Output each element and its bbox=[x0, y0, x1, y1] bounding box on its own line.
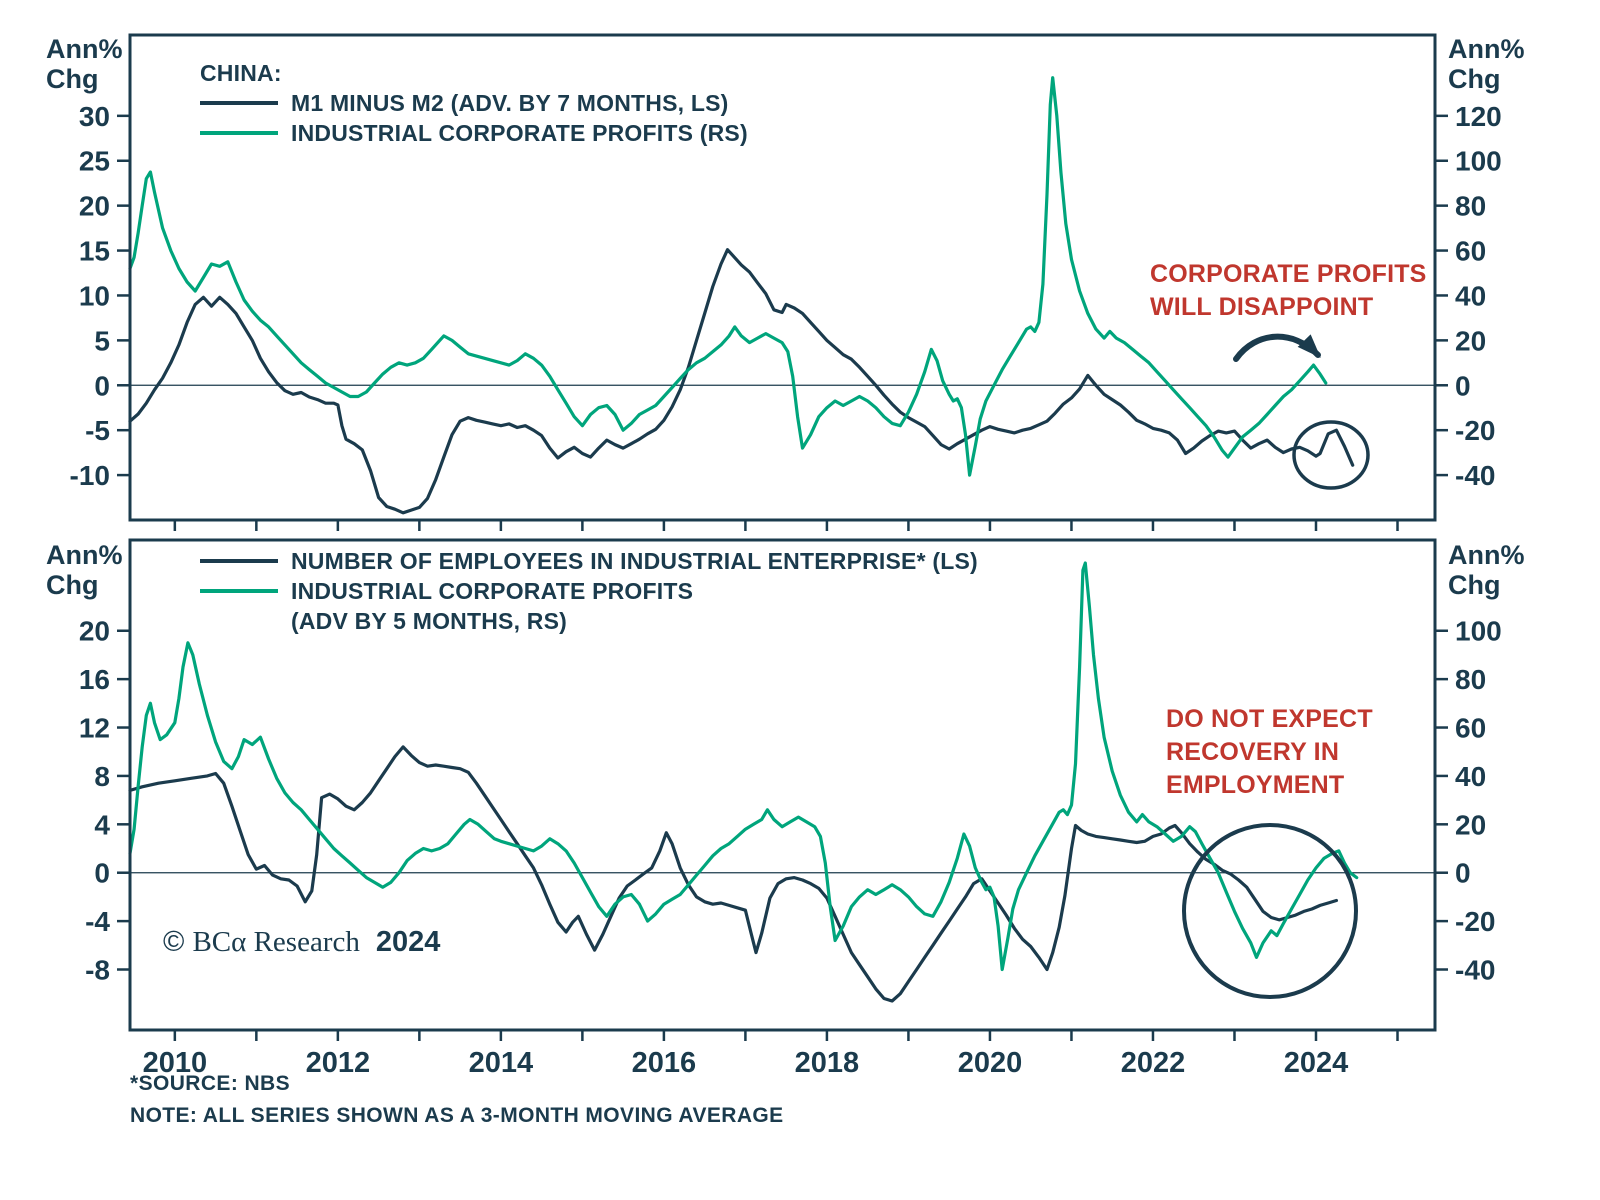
left-axis-unit-bottom: Ann% Chg bbox=[46, 540, 123, 601]
right-axis-tick-label: 0 bbox=[1455, 370, 1471, 401]
right-axis-unit-bottom: Ann% Chg bbox=[1448, 540, 1525, 601]
panel-border bbox=[128, 33, 1437, 522]
legend-label: NUMBER OF EMPLOYEES IN INDUSTRIAL ENTERP… bbox=[291, 547, 978, 574]
left-axis-tick-label: 16 bbox=[79, 664, 110, 695]
navy-line-swatch bbox=[200, 559, 278, 563]
green-line-swatch bbox=[200, 589, 278, 593]
right-axis-tick-label: 40 bbox=[1455, 761, 1486, 792]
left-axis-tick-label: 20 bbox=[79, 616, 110, 647]
left-axis-tick-label: 15 bbox=[79, 236, 110, 267]
left-axis-tick-label: -4 bbox=[85, 906, 110, 937]
right-axis-tick-label: -20 bbox=[1455, 906, 1495, 937]
annotation-corporate-profits: CORPORATE PROFITS WILL DISAPPOINT bbox=[1150, 260, 1427, 321]
footnote: *SOURCE: NBS NOTE: ALL SERIES SHOWN AS A… bbox=[130, 1068, 784, 1131]
x-axis-year-label: 2018 bbox=[795, 1047, 860, 1079]
left-axis-tick-label: 8 bbox=[94, 761, 110, 792]
annotation-arrow bbox=[1233, 333, 1321, 362]
copyright: © BCα Research 2024 bbox=[163, 926, 440, 959]
source-note: *SOURCE: NBS bbox=[130, 1072, 290, 1095]
legend-label-continued: (ADV BY 5 MONTHS, RS) bbox=[291, 607, 567, 634]
x-axis-year-label: 2020 bbox=[958, 1047, 1023, 1079]
left-axis-tick-label: 30 bbox=[79, 101, 110, 132]
legend-label: M1 MINUS M2 (ADV. BY 7 MONTHS, LS) bbox=[291, 89, 729, 116]
x-axis-year-label: 2016 bbox=[632, 1047, 697, 1079]
copyright-year: 2024 bbox=[375, 926, 441, 958]
navy-line-swatch bbox=[200, 101, 278, 105]
copyright-symbol: © bbox=[163, 926, 185, 958]
employees-line bbox=[128, 745, 1338, 1003]
legend-label: INDUSTRIAL CORPORATE PROFITS (RS) bbox=[291, 119, 748, 146]
left-axis-tick-label: -5 bbox=[85, 415, 110, 446]
annotation-circle-bottom bbox=[1182, 823, 1358, 999]
annotation-employment: DO NOT EXPECT RECOVERY IN EMPLOYMENT bbox=[1166, 705, 1373, 799]
left-axis-unit-top: Ann% Chg bbox=[46, 34, 123, 95]
left-axis-tick-label: 25 bbox=[79, 146, 110, 177]
legend-item-industrial-profits: INDUSTRIAL CORPORATE PROFITS (RS) bbox=[200, 118, 748, 148]
left-axis-tick-label: 0 bbox=[94, 858, 110, 889]
legend-item-industrial-profits-adv: INDUSTRIAL CORPORATE PROFITS bbox=[200, 576, 978, 606]
right-axis-tick-label: 20 bbox=[1455, 809, 1486, 840]
left-axis-tick-label: 4 bbox=[94, 809, 110, 840]
right-axis-tick-label: 40 bbox=[1455, 280, 1486, 311]
left-axis-tick-label: 12 bbox=[79, 713, 110, 744]
brand-name: BCα Research bbox=[192, 926, 360, 958]
x-axis-year-label: 2014 bbox=[469, 1047, 534, 1079]
green-line-swatch bbox=[200, 131, 278, 135]
right-axis-tick-label: 0 bbox=[1455, 858, 1471, 889]
series-note: NOTE: ALL SERIES SHOWN AS A 3-MONTH MOVI… bbox=[130, 1103, 784, 1127]
right-axis-tick-label: 120 bbox=[1455, 101, 1502, 132]
x-axis-year-label: 2012 bbox=[306, 1047, 371, 1079]
panel-border bbox=[128, 538, 1437, 1032]
right-axis-tick-label: 100 bbox=[1455, 146, 1502, 177]
chart-title: CHINA: bbox=[200, 59, 282, 86]
left-axis-tick-label: 0 bbox=[94, 370, 110, 401]
right-axis-tick-label: 80 bbox=[1455, 664, 1486, 695]
legend-label: INDUSTRIAL CORPORATE PROFITS bbox=[291, 577, 694, 604]
right-axis-tick-label: -40 bbox=[1455, 460, 1495, 491]
right-axis-tick-label: -20 bbox=[1455, 415, 1495, 446]
x-axis-year-label: 2010 bbox=[143, 1047, 208, 1079]
right-axis-tick-label: 80 bbox=[1455, 191, 1486, 222]
right-axis-tick-label: 20 bbox=[1455, 325, 1486, 356]
x-axis-year-label: 2022 bbox=[1121, 1047, 1186, 1079]
right-axis-tick-label: 60 bbox=[1455, 713, 1486, 744]
left-axis-tick-label: 20 bbox=[79, 191, 110, 222]
left-axis-tick-label: 10 bbox=[79, 280, 110, 311]
legend-item-employees: NUMBER OF EMPLOYEES IN INDUSTRIAL ENTERP… bbox=[200, 546, 978, 576]
industrial-profits-line bbox=[128, 76, 1328, 477]
right-axis-tick-label: 60 bbox=[1455, 236, 1486, 267]
legend-top-panel: CHINA: M1 MINUS M2 (ADV. BY 7 MONTHS, LS… bbox=[200, 58, 748, 148]
industrial-profits-adv-line bbox=[128, 561, 1359, 972]
left-axis-tick-label: 5 bbox=[94, 325, 110, 356]
legend-bottom-panel: NUMBER OF EMPLOYEES IN INDUSTRIAL ENTERP… bbox=[200, 546, 978, 636]
x-axis-year-label: 2024 bbox=[1284, 1047, 1349, 1079]
right-axis-tick-label: -40 bbox=[1455, 955, 1495, 986]
annotation-circle-top bbox=[1292, 420, 1370, 490]
left-axis-tick-label: -10 bbox=[70, 460, 110, 491]
left-axis-tick-label: -8 bbox=[85, 955, 110, 986]
m1-minus-m2-line bbox=[128, 248, 1355, 515]
legend-item-m1-minus-m2: M1 MINUS M2 (ADV. BY 7 MONTHS, LS) bbox=[200, 88, 748, 118]
right-axis-tick-label: 100 bbox=[1455, 616, 1502, 647]
right-axis-unit-top: Ann% Chg bbox=[1448, 34, 1525, 95]
